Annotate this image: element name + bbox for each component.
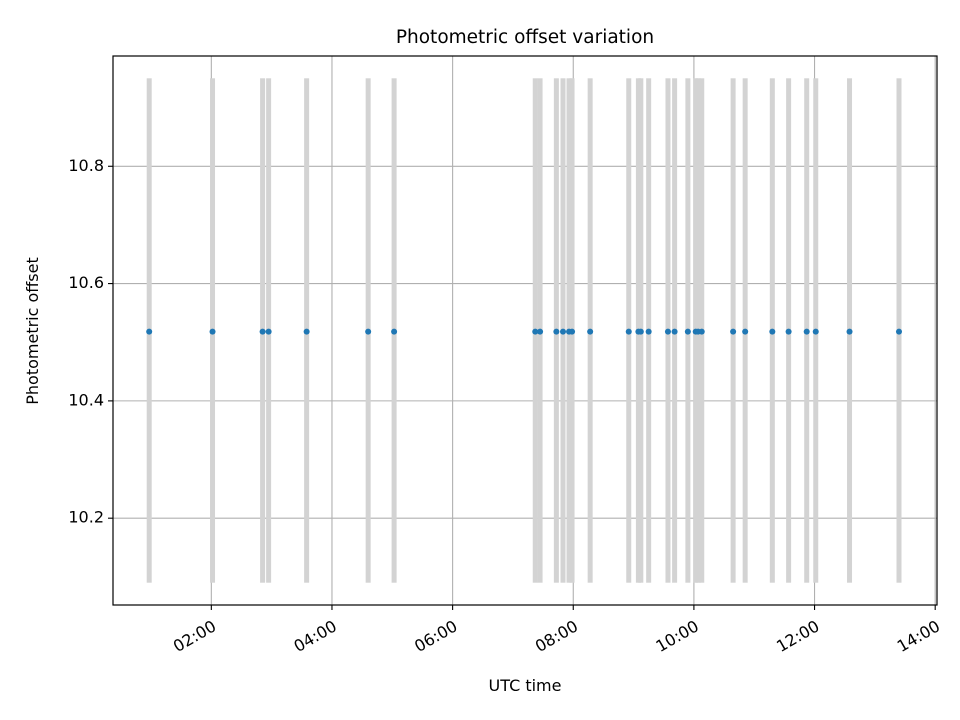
data-point bbox=[537, 328, 544, 335]
data-point bbox=[671, 328, 678, 335]
data-point bbox=[303, 328, 310, 335]
plot-area-frame bbox=[112, 55, 938, 606]
x-axis-label: UTC time bbox=[489, 676, 562, 695]
data-point bbox=[637, 328, 644, 335]
data-point bbox=[742, 328, 749, 335]
data-point bbox=[895, 328, 902, 335]
data-point bbox=[259, 328, 266, 335]
chart-title: Photometric offset variation bbox=[396, 27, 654, 48]
data-points bbox=[146, 328, 902, 335]
data-point bbox=[265, 328, 272, 335]
data-point bbox=[769, 328, 776, 335]
data-point bbox=[664, 328, 671, 335]
data-point bbox=[684, 328, 691, 335]
data-point bbox=[569, 328, 576, 335]
grid-lines bbox=[113, 56, 937, 605]
data-point bbox=[625, 328, 632, 335]
y-axis-label: Photometric offset bbox=[23, 257, 42, 405]
data-point bbox=[209, 328, 216, 335]
data-point bbox=[553, 328, 560, 335]
data-point bbox=[365, 328, 372, 335]
y-tick-label: 10.2 bbox=[68, 508, 104, 527]
data-point bbox=[785, 328, 792, 335]
data-point bbox=[146, 328, 153, 335]
data-point bbox=[645, 328, 652, 335]
y-tick-label: 10.4 bbox=[68, 390, 104, 409]
data-point bbox=[698, 328, 705, 335]
data-point bbox=[391, 328, 398, 335]
y-tick-label: 10.8 bbox=[68, 156, 104, 175]
data-point bbox=[803, 328, 810, 335]
data-point bbox=[846, 328, 853, 335]
y-axis-ticks: 10.2 10.4 10.6 10.8 bbox=[68, 156, 113, 527]
data-point bbox=[812, 328, 819, 335]
y-tick-label: 10.6 bbox=[68, 273, 104, 292]
data-point bbox=[532, 328, 539, 335]
data-point bbox=[587, 328, 594, 335]
data-point bbox=[560, 328, 567, 335]
data-point bbox=[730, 328, 737, 335]
